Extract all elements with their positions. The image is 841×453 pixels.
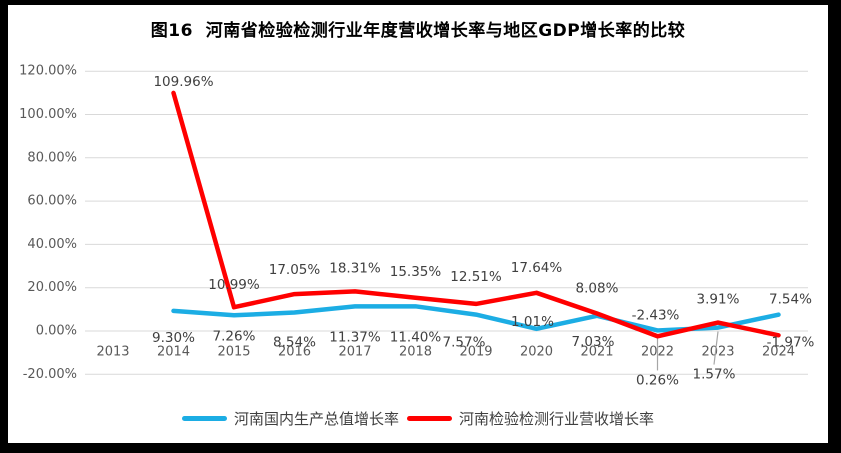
data-label: 0.26%: [636, 372, 679, 388]
data-label: 9.30%: [152, 330, 195, 346]
x-tick-label: 2019: [459, 345, 492, 360]
y-tick-label: 40.00%: [27, 237, 77, 252]
y-tick-label: 120.00%: [19, 64, 77, 79]
data-label: 10.99%: [208, 277, 260, 293]
series-line-0: [171, 304, 781, 333]
series-line-1: [171, 90, 781, 339]
x-tick-label: 2016: [278, 345, 311, 360]
data-label: 8.08%: [576, 281, 619, 297]
data-label: 7.03%: [572, 334, 615, 350]
x-tick-label: 2021: [580, 345, 613, 360]
leader-line: [713, 331, 719, 365]
series-lines: [171, 90, 781, 339]
x-tick-label: 2018: [399, 345, 432, 360]
x-tick-label: 2023: [701, 345, 734, 360]
data-label: 8.54%: [273, 335, 316, 351]
x-tick-label: 2015: [217, 345, 250, 360]
x-tick-label: 2020: [520, 345, 553, 360]
y-tick-label: 0.00%: [36, 324, 77, 339]
legend: 河南国内生产总值增长率 河南检验检测行业营收增长率: [8, 408, 828, 429]
data-label: 17.64%: [511, 260, 563, 276]
data-label: 109.96%: [153, 74, 213, 90]
data-label: 11.40%: [390, 329, 442, 345]
data-label: 1.57%: [693, 367, 736, 383]
leader-lines: [656, 331, 719, 371]
data-label: 7.54%: [769, 292, 812, 308]
legend-swatch-gdp-icon: [181, 416, 227, 421]
x-tick-label: 2014: [157, 345, 190, 360]
data-label: 1.01%: [511, 314, 554, 330]
data-label: 12.51%: [450, 269, 502, 285]
legend-item-industry: 河南检验检测行业营收增长率: [407, 408, 654, 429]
data-label: -1.97%: [767, 334, 815, 350]
y-tick-label: 100.00%: [19, 107, 77, 122]
data-label: -2.43%: [632, 307, 680, 323]
legend-label-industry: 河南检验检测行业营收增长率: [459, 410, 655, 428]
data-label: 17.05%: [269, 262, 321, 278]
y-tick-label: 80.00%: [27, 150, 77, 165]
legend-label-gdp: 河南国内生产总值增长率: [233, 410, 399, 428]
x-tick-label: 2017: [338, 345, 371, 360]
data-label: 7.57%: [443, 335, 486, 351]
data-label: 3.91%: [697, 292, 740, 308]
data-label: 11.37%: [329, 329, 381, 345]
data-label: 18.31%: [329, 260, 381, 276]
y-tick-label: 60.00%: [27, 194, 77, 209]
legend-swatch-industry-icon: [407, 416, 452, 421]
y-axis-labels: 120.00% 100.00% 80.00% 60.00% 40.00% 20.00% 0.…: [19, 64, 77, 382]
y-tick-label: -20.00%: [23, 367, 77, 382]
legend-item-gdp: 河南国内生产总值增长率: [181, 408, 399, 429]
data-label: 15.35%: [390, 264, 442, 280]
x-tick-label: 2024: [762, 345, 795, 360]
data-label: 7.26%: [213, 328, 256, 344]
chart-panel: 图16 河南省检验检测行业年度营收增长率与地区GDP增长率的比较 120.00%…: [8, 5, 828, 443]
data-labels: 9.30% 7.26% 8.54% 11.37% 11.40% 7.57% 1.01% 7.0…: [152, 74, 814, 389]
chart-svg: 120.00% 100.00% 80.00% 60.00% 40.00% 20.00% 0.…: [19, 64, 814, 389]
x-tick-label: 2013: [96, 345, 129, 360]
y-tick-label: 20.00%: [27, 280, 77, 295]
chart-title: 图16 河南省检验检测行业年度营收增长率与地区GDP增长率的比较: [150, 21, 686, 41]
x-axis-labels: 2013 2014 2015 2016 2017 2018 2019 2020 2021 2022…: [96, 345, 795, 360]
